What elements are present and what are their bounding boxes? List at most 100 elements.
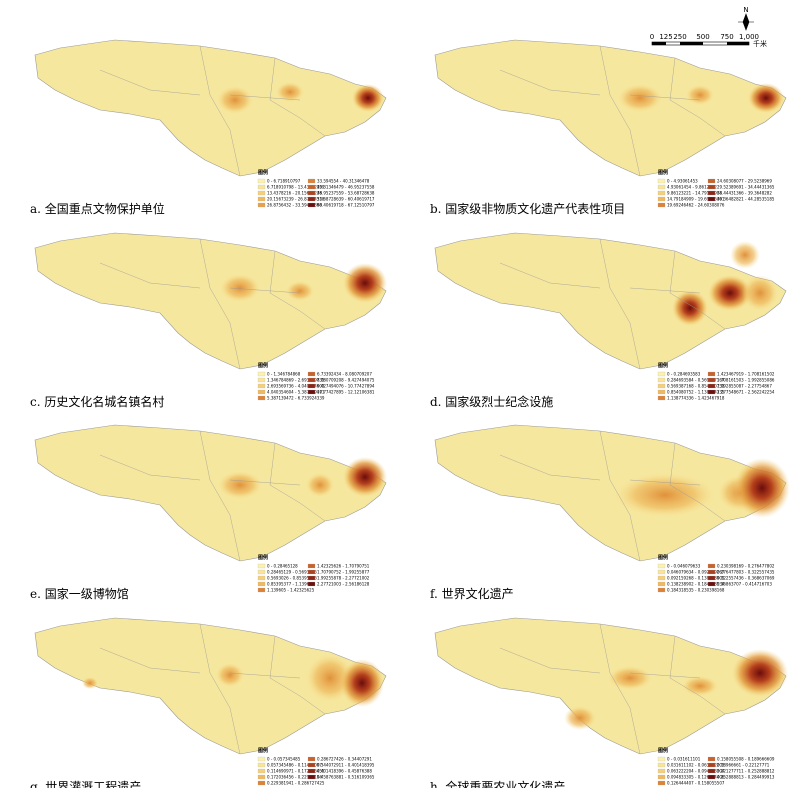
legend-title: 图例 bbox=[258, 169, 268, 176]
panel-caption: a. 全国重点文物保护单位 bbox=[30, 201, 165, 216]
province-border bbox=[99, 238, 326, 370]
legend-label: 39.36482821 - 44.28535185 bbox=[717, 197, 775, 202]
legend-label: 0.046079634 - 0.092159267 bbox=[667, 570, 725, 575]
legend-swatch bbox=[257, 184, 266, 190]
legend-label: 2.27721003 - 2.56186128 bbox=[317, 582, 370, 587]
legend-label: 0.063222204 - 0.094833304 bbox=[667, 769, 725, 774]
legend-swatch bbox=[657, 587, 666, 593]
density-hotspot bbox=[615, 473, 715, 517]
legend-title: 图例 bbox=[658, 554, 668, 561]
legend-label: 0.276477803 - 0.322557435 bbox=[717, 570, 775, 575]
legend-label: 0.057345486 - 0.11469097 bbox=[267, 763, 322, 768]
legend-swatch bbox=[257, 389, 266, 395]
legend-label: 6.718910798 - 13.43782159 bbox=[267, 185, 325, 190]
legend-swatch bbox=[307, 184, 316, 190]
legend-label: 0 - 0.046079633 bbox=[667, 564, 701, 569]
density-hotspot bbox=[742, 275, 778, 311]
legend-label: 0.229381941 - 0.286727425 bbox=[267, 781, 325, 786]
legend-swatch bbox=[707, 383, 716, 389]
legend-label: 9.86123221 - 14.79184908 bbox=[667, 191, 722, 196]
legend-swatch bbox=[657, 575, 666, 581]
density-hotspot bbox=[734, 458, 790, 518]
legend-swatch bbox=[657, 780, 666, 786]
legend-label: 0.092159268 - 0.138238901 bbox=[667, 576, 725, 581]
legend-swatch bbox=[657, 371, 666, 377]
legend-swatch bbox=[657, 377, 666, 383]
scale-tick-label: 750 bbox=[720, 33, 733, 41]
legend-label: 1.138774336 - 1.423467918 bbox=[667, 396, 725, 401]
density-hotspot bbox=[672, 290, 708, 326]
legend-label: 0.114690971 - 0.172036455 bbox=[267, 769, 325, 774]
legend-swatch bbox=[707, 768, 716, 774]
legend-label: 1.992855087 - 2.27754867 bbox=[717, 384, 772, 389]
legend-label: 0.158055508 - 0.189666609 bbox=[717, 757, 775, 762]
legend-label: 0 - 1.346784868 bbox=[267, 372, 301, 377]
legend-swatch bbox=[257, 190, 266, 196]
panel-caption: d. 国家级烈士纪念设施 bbox=[430, 394, 553, 409]
legend-swatch bbox=[257, 780, 266, 786]
legend-swatch bbox=[707, 756, 716, 762]
legend-label: 0 - 0.28465128 bbox=[267, 564, 298, 569]
region-outline bbox=[34, 232, 387, 370]
legend-swatch bbox=[307, 202, 316, 208]
legend-swatch bbox=[257, 762, 266, 768]
legend-label: 0.126444407 - 0.158055507 bbox=[667, 781, 725, 786]
region-outline bbox=[34, 39, 387, 177]
legend-label: 33.594554 - 40.31346478 bbox=[317, 179, 370, 184]
legend-label: 1.346784869 - 2.693569735 bbox=[267, 378, 325, 383]
province-border bbox=[99, 45, 326, 177]
panel-caption: b. 国家级非物质文化遗产代表性项目 bbox=[430, 201, 625, 216]
density-hotspot bbox=[732, 649, 788, 697]
legend-swatch bbox=[707, 569, 716, 575]
scale-tick-label: 0 bbox=[650, 33, 654, 41]
legend-swatch bbox=[257, 395, 266, 401]
legend-swatch bbox=[307, 575, 316, 581]
north-arrow bbox=[738, 13, 754, 31]
legend-label: 0.854080752 - 1.138774335 bbox=[667, 390, 725, 395]
legend-swatch bbox=[707, 563, 716, 569]
legend-label: 0.322557436 - 0.368637069 bbox=[717, 576, 775, 581]
legend-label: 40.31346479 - 46.95237558 bbox=[317, 185, 375, 190]
legend-swatch bbox=[657, 383, 666, 389]
legend-label: 0.138238902 - 0.184318534 bbox=[667, 582, 725, 587]
legend-swatch bbox=[257, 383, 266, 389]
legend-label: 0.221277711 - 0.252888812 bbox=[717, 769, 775, 774]
legend-swatch bbox=[657, 184, 666, 190]
legend-swatch bbox=[657, 190, 666, 196]
legend-label: 0.344072911 - 0.401418395 bbox=[317, 763, 375, 768]
legend-swatch bbox=[257, 756, 266, 762]
panel-caption: h. 全球重要农业文化遗产 bbox=[430, 779, 565, 788]
legend-swatch bbox=[707, 196, 716, 202]
legend-swatch bbox=[707, 575, 716, 581]
legend-title: 图例 bbox=[658, 747, 668, 754]
legend-label: 0 - 4.93061453 bbox=[667, 179, 698, 184]
legend-swatch bbox=[657, 196, 666, 202]
panel-caption: f. 世界文化遗产 bbox=[430, 586, 514, 601]
legend-swatch bbox=[657, 202, 666, 208]
legend-label: 0 - 6.718910797 bbox=[267, 179, 301, 184]
legend-swatch bbox=[657, 395, 666, 401]
legend-label: 19.69246462 - 24.60308076 bbox=[667, 203, 725, 208]
legend-label: 0.184318535 - 0.230398168 bbox=[667, 588, 725, 593]
legend-swatch bbox=[307, 371, 316, 377]
legend-swatch bbox=[257, 377, 266, 383]
legend-swatch bbox=[707, 581, 716, 587]
legend-label: 0.286727426 - 0.34407291 bbox=[317, 757, 372, 762]
legend-swatch bbox=[307, 581, 316, 587]
legend-label: 4.040354604 - 5.387139471 bbox=[267, 390, 325, 395]
legend-swatch bbox=[307, 178, 316, 184]
legend-label: 0.172036456 - 0.22938194 bbox=[267, 775, 322, 780]
legend-swatch bbox=[307, 383, 316, 389]
legend-title: 图例 bbox=[258, 362, 268, 369]
panel-caption: c. 历史文化名城名镇名村 bbox=[30, 394, 164, 409]
scale-tick-label: 125 bbox=[659, 33, 672, 41]
legend-title: 图例 bbox=[258, 554, 268, 561]
legend-swatch bbox=[257, 768, 266, 774]
province-border bbox=[99, 623, 326, 755]
legend-swatch bbox=[707, 184, 716, 190]
legend-label: 4.93061454 - 9.8612322 bbox=[667, 185, 717, 190]
legend-label: 0.094833305 - 0.126444406 bbox=[667, 775, 725, 780]
legend-swatch bbox=[707, 774, 716, 780]
